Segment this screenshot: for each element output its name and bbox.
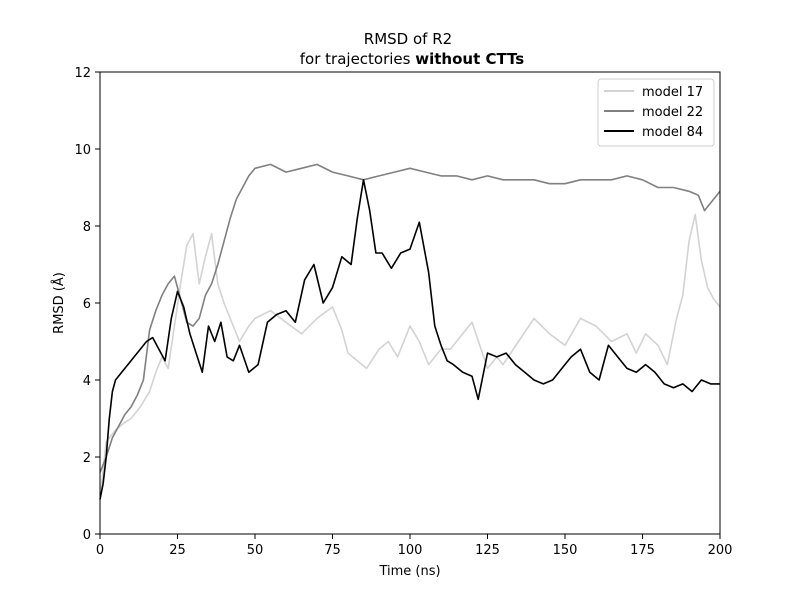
- legend-frame: [597, 78, 715, 147]
- series-line-model-22: [99, 163, 721, 473]
- series-group: [99, 163, 721, 500]
- y-tick-label: 6: [83, 297, 91, 312]
- chart-title-group: RMSD of R2 for trajectories without CTTs: [300, 30, 525, 68]
- x-axis-label: Time (ns): [378, 564, 440, 579]
- y-tick-label: 12: [74, 66, 91, 81]
- x-axis-ticks: 0 25 50 75 100 125 150 175 200: [96, 534, 733, 558]
- x-tick-label: 150: [553, 543, 578, 558]
- legend-label-model-84: model 84: [642, 125, 703, 140]
- x-tick-label: 75: [324, 543, 341, 558]
- x-tick-label: 175: [630, 543, 655, 558]
- chart-subtitle-prefix: for trajectories: [300, 50, 415, 68]
- plot-frame: [99, 71, 721, 535]
- y-tick-label: 0: [83, 528, 91, 543]
- series-line-model-84: [99, 179, 720, 500]
- y-tick-label: 10: [74, 143, 91, 158]
- y-tick-label: 2: [83, 451, 91, 466]
- x-tick-label: 200: [708, 543, 733, 558]
- x-tick-label: 125: [475, 543, 500, 558]
- chart-subtitle-bold: without CTTs: [415, 50, 524, 68]
- x-tick-label: 25: [169, 543, 186, 558]
- x-tick-label: 50: [247, 543, 264, 558]
- x-tick-label: 0: [96, 543, 104, 558]
- legend-label-model-22: model 22: [642, 105, 703, 120]
- chart-subtitle: for trajectories without CTTs: [300, 50, 525, 68]
- y-tick-label: 4: [83, 374, 91, 389]
- chart-title: RMSD of R2: [364, 30, 452, 48]
- x-tick-label: 100: [398, 543, 423, 558]
- legend: model 17 model 22 model 84: [597, 78, 715, 147]
- y-axis-label: RMSD (Å): [51, 272, 67, 334]
- y-tick-label: 8: [83, 220, 91, 235]
- legend-label-model-17: model 17: [642, 85, 703, 100]
- series-line-model-17: [99, 213, 721, 500]
- y-axis-ticks: 0 2 4 6 8 10 12: [74, 66, 100, 543]
